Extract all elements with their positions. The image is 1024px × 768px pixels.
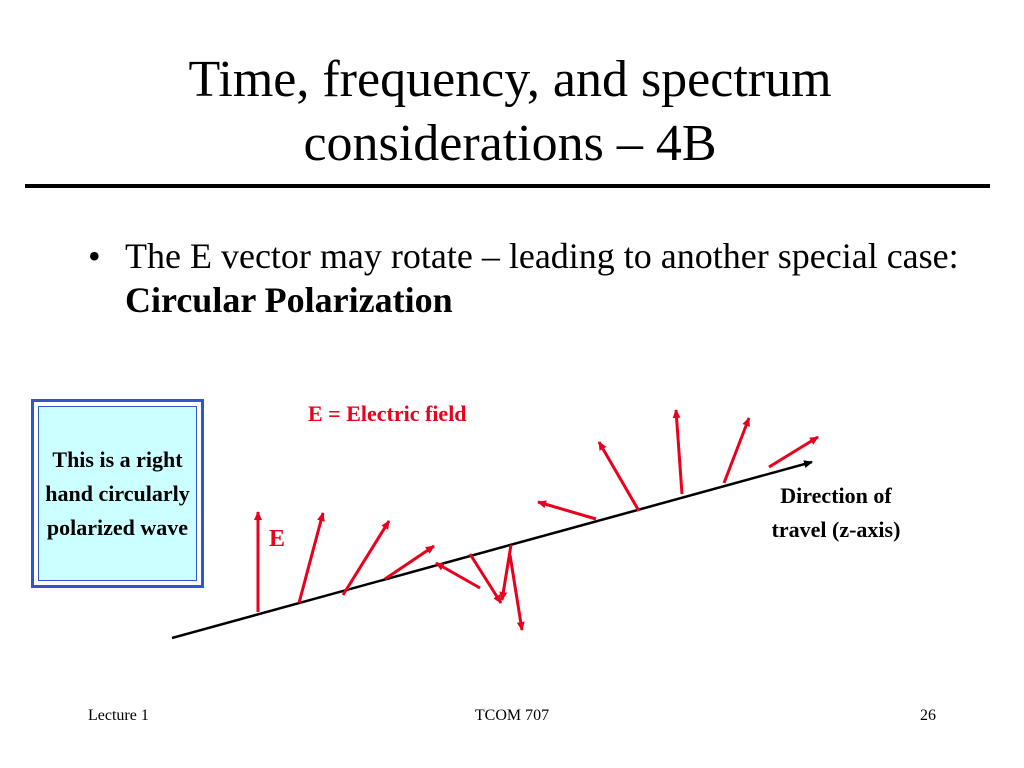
callout-box: This is a right hand circularly polarize… [31,399,204,588]
bullet-text: The E vector may rotate – leading to ano… [125,234,965,322]
bullet-text-plain: The E vector may rotate – leading to ano… [125,236,959,276]
e-vector-6 [468,553,503,604]
e-vector-2 [297,512,325,604]
e-vector-13 [768,435,819,469]
e-vector-10 [597,441,641,512]
e-vector-8 [508,554,525,631]
footer-lecture: Lecture 1 [88,707,149,724]
bullet-text-bold: Circular Polarization [125,280,453,320]
e-vector-5 [435,561,481,590]
direction-of-travel-label: Direction of travel (z-axis) [771,483,901,542]
footer-course: TCOM 707 [474,707,550,724]
e-vector-label: E [269,526,286,552]
e-vector-9 [537,500,597,521]
footer-page-number: 26 [920,707,936,724]
e-vector-3 [341,520,391,596]
e-vector-12 [722,417,751,484]
slide-title: Time, frequency, and spectrum considerat… [188,51,832,172]
legend-electric-field: E = Electric field [308,401,467,426]
e-vector-4 [384,544,435,581]
bullet-marker: • [88,236,101,276]
title-divider [25,184,990,188]
z-axis-line [171,460,813,640]
callout-text: This is a right hand circularly polarize… [38,406,197,581]
e-vector-11 [672,409,684,495]
e-vector-7 [499,544,513,601]
